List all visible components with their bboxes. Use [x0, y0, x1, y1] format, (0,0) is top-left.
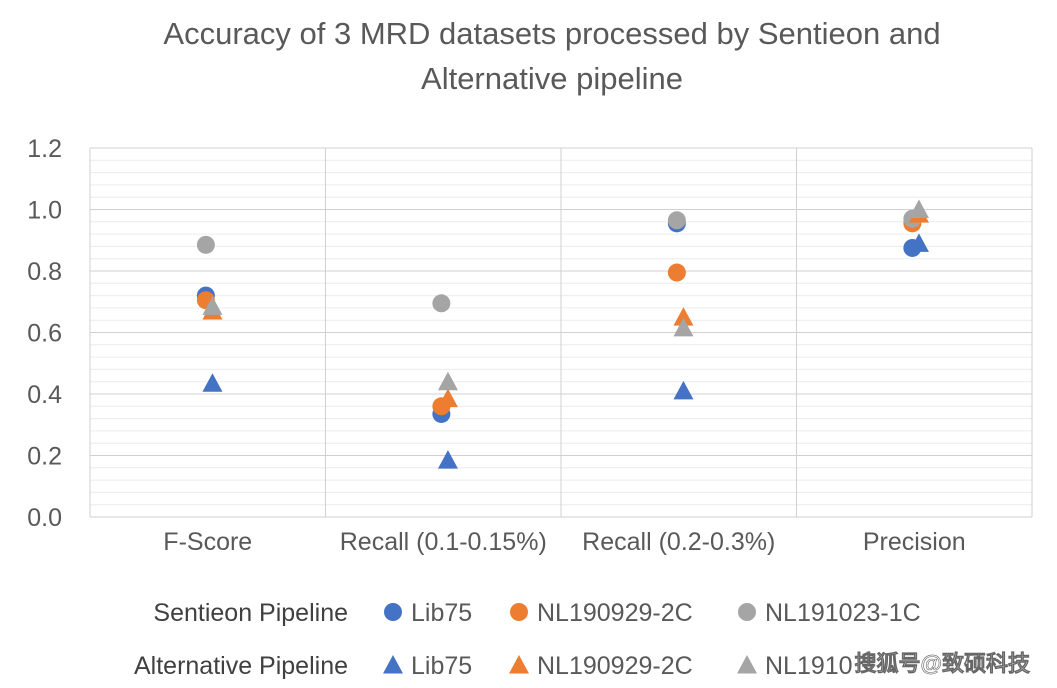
legend-marker [510, 603, 528, 621]
triangle-point [202, 373, 223, 392]
legend-marker [384, 603, 402, 621]
y-tick-label: 1.2 [27, 135, 62, 163]
watermark-text: 搜狐号@致硕科技 [855, 651, 1031, 676]
y-axis-ticks: 0.0 0.2 0.4 0.6 0.8 1.0 1.2 [27, 135, 62, 532]
x-tick-label: F-Score [163, 528, 252, 556]
triangle-point [437, 388, 458, 408]
legend-group-title: Sentieon Pipeline [153, 599, 348, 627]
x-tick-label: Recall (0.1-0.15%) [340, 528, 547, 556]
legend-label: NL190929-2C [537, 652, 693, 680]
triangle-point [908, 233, 929, 252]
legend-label: Lib75 [411, 599, 472, 627]
circle-point [196, 235, 215, 254]
legend-group-title: Alternative Pipeline [134, 652, 348, 680]
legend-marker [738, 603, 756, 621]
triangle-point [673, 317, 694, 337]
legend-marker [383, 655, 403, 674]
legend-label: NL191023-1C [765, 599, 921, 627]
y-tick-label: 0.0 [27, 504, 62, 532]
data-points [196, 199, 929, 469]
legend-label: NL1910 [765, 652, 853, 680]
x-tick-label: Precision [863, 528, 966, 556]
chart-title: Accuracy of 3 MRD datasets processed by … [163, 16, 940, 96]
circle-point [667, 263, 686, 282]
triangle-point [437, 450, 458, 469]
y-tick-label: 0.2 [27, 443, 62, 471]
watermark: 搜狐号@致硕科技 [854, 651, 1031, 677]
x-tick-label: Recall (0.2-0.3%) [582, 528, 775, 556]
y-tick-label: 1.0 [27, 197, 62, 225]
y-tick-label: 0.8 [27, 258, 62, 286]
chart-title-line-2: Alternative pipeline [421, 61, 683, 96]
chart-title-line-1: Accuracy of 3 MRD datasets processed by … [163, 16, 940, 51]
legend-label: NL190929-2C [537, 599, 693, 627]
circle-point [667, 211, 686, 230]
triangle-point [908, 199, 929, 218]
legend: Sentieon Pipeline Lib75 NL190929-2C NL19102… [134, 599, 921, 680]
legend-marker [737, 655, 757, 674]
circle-point [432, 294, 451, 313]
y-tick-label: 0.6 [27, 320, 62, 348]
triangle-point [673, 380, 694, 400]
x-axis-ticks: F-Score Recall (0.1-0.15%) Recall (0.2-0.3… [163, 528, 965, 556]
triangle-point [673, 307, 694, 326]
legend-label: Lib75 [411, 652, 472, 680]
triangle-point [437, 371, 458, 391]
triangle-point [202, 296, 223, 315]
y-tick-label: 0.4 [27, 381, 62, 409]
category-separators [89, 148, 1033, 517]
legend-marker [509, 655, 529, 674]
